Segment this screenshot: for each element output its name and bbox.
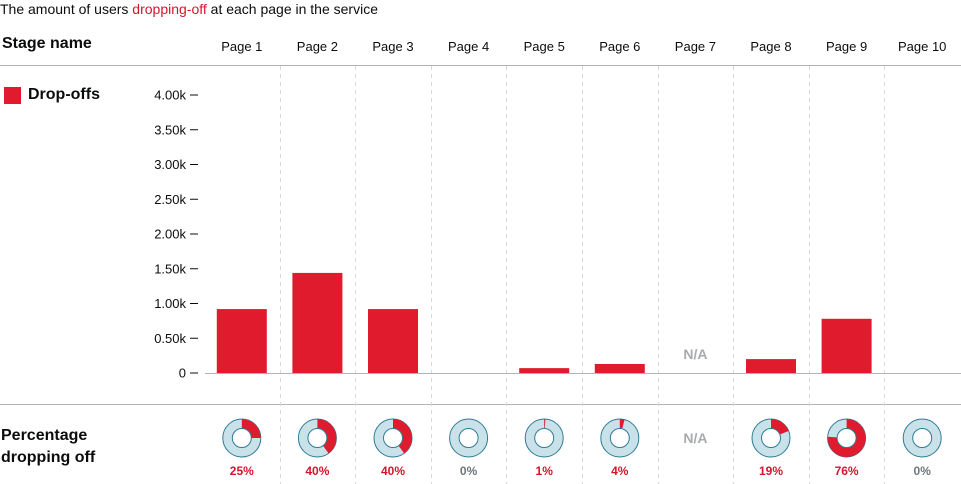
bar [368,309,418,373]
donut-hole [761,428,781,448]
bar-na-label: N/A [683,346,707,362]
percentage-label: 19% [759,464,783,478]
bar [746,359,796,373]
donut-slice [827,419,866,457]
page-label: Page 10 [898,39,946,54]
donut-hole [383,428,403,448]
percentage-label: 25% [230,464,254,478]
donut-slice [241,419,261,438]
percentage-label: 1% [536,464,554,478]
y-tick-label: 4.00k [154,88,186,103]
y-tick-label: 2.00k [154,227,186,242]
donut-hole [458,428,479,448]
bar [519,368,570,373]
y-tick-label: 0 [179,366,186,381]
percentage-label: 0% [460,464,478,478]
page-label: Page 8 [750,39,791,54]
y-tick-label: 1.00k [154,296,186,311]
stage-name-heading: Stage name [2,35,92,52]
caption-highlight: dropping-off [132,1,207,17]
caption-text-end: at each page in the service [206,1,378,17]
page-label: Page 6 [599,39,640,54]
bar [821,318,872,373]
y-tick-label: 2.50k [154,192,186,207]
percentage-heading: Percentage dropping off [1,425,151,469]
percentage-label: 4% [611,464,629,478]
percentage-label: 0% [914,464,932,478]
page-label: Page 3 [372,39,413,54]
donut-hole [836,428,857,448]
chart-caption: The amount of users dropping-off at each… [0,1,378,17]
donut-hole [307,428,328,448]
page-label: Page 9 [826,39,867,54]
percentage-heading-line1: Percentage [1,427,88,444]
y-tick-label: 0.50k [154,331,186,346]
percentage-na-label: N/A [683,430,707,446]
caption-text: The amount of users [0,1,133,17]
percentage-label: 40% [305,464,329,478]
legend-label: Drop-offs [28,86,100,103]
donut-hole [231,428,252,448]
donut-slice [544,419,546,429]
legend-swatch [4,86,21,104]
y-tick-label: 1.50k [154,261,186,276]
bar [216,309,267,373]
donut-slice [619,419,625,429]
page-label: Page 4 [448,39,489,54]
donut-hole [609,428,630,448]
y-tick-label: 3.00k [154,157,186,172]
page-label: Page 1 [221,39,262,54]
legend: Drop-offs [4,86,100,104]
percentage-label: 76% [835,464,859,478]
page-label: Page 7 [675,39,716,54]
donut-hole [912,428,933,448]
bar [292,272,343,373]
percentage-heading-line2: dropping off [1,449,96,466]
y-tick-label: 3.50k [154,122,186,137]
page-label: Page 5 [524,39,565,54]
page-label: Page 2 [297,39,338,54]
donut-hole [534,428,555,448]
percentage-label: 40% [381,464,405,478]
donut-slice [771,419,789,435]
bar [594,363,645,373]
